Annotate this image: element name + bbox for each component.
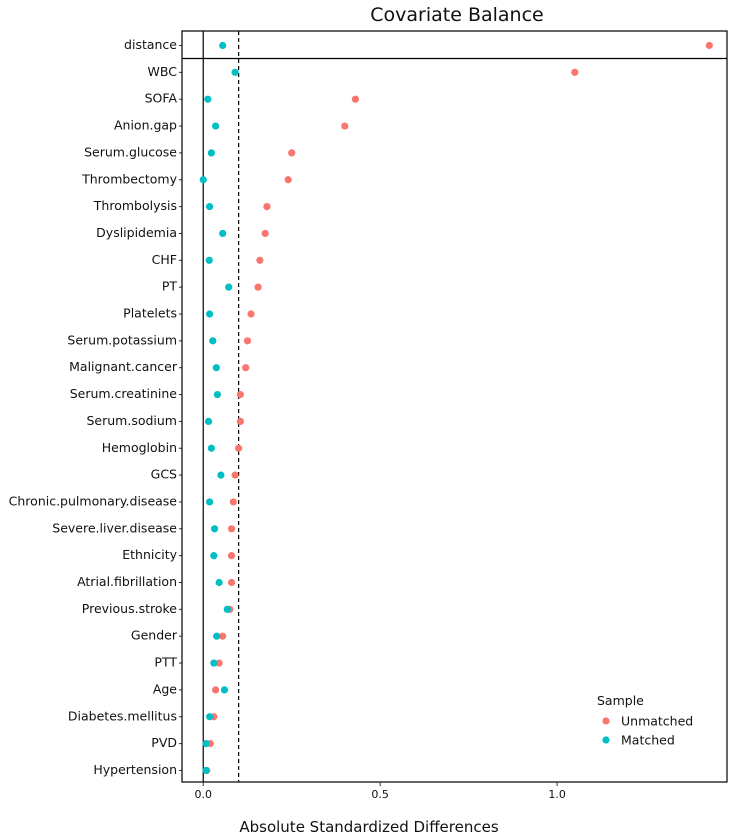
point-matched [223, 605, 231, 613]
point-matched [213, 390, 221, 399]
x-axis-label: Absolute Standardized Differences [239, 818, 498, 836]
point-unmatched [261, 229, 269, 238]
point-unmatched [236, 417, 244, 425]
y-tick-label: Thrombectomy [81, 171, 177, 186]
point-matched [231, 68, 239, 76]
point-unmatched [229, 498, 237, 506]
x-tick-label: 0.5 [371, 788, 389, 801]
point-matched [206, 713, 214, 721]
plot-border [181, 30, 728, 783]
point-unmatched [242, 364, 250, 372]
legend-unmatched-marker [602, 717, 610, 725]
point-matched [207, 444, 215, 452]
y-tick-label: Anion.gap [114, 118, 177, 133]
point-unmatched [227, 578, 236, 587]
point-unmatched [256, 256, 264, 264]
point-matched [202, 766, 210, 775]
point-unmatched [227, 552, 236, 560]
reference-lines [182, 31, 727, 782]
y-tick-label: PT [162, 279, 178, 294]
legend: Sample Unmatched Matched [597, 693, 693, 748]
point-matched [204, 95, 212, 103]
y-tick-label: Dyslipidemia [96, 225, 177, 240]
point-unmatched [219, 632, 227, 640]
point-matched [210, 552, 218, 560]
point-unmatched [212, 686, 220, 694]
point-matched [210, 659, 218, 667]
point-unmatched [243, 337, 252, 345]
point-matched [206, 203, 214, 211]
x-tick-label: 0.0 [194, 788, 212, 801]
point-matched [205, 256, 213, 264]
point-unmatched [235, 444, 243, 452]
y-tick-label: Serum.glucose [84, 144, 177, 159]
y-tick-label: PVD [151, 735, 177, 750]
point-unmatched [288, 149, 296, 157]
point-matched [212, 364, 220, 372]
y-tick-label: Ethnicity [122, 547, 177, 562]
y-tick-label: Previous.stroke [82, 601, 178, 616]
y-tick-label: Hemoglobin [102, 440, 177, 455]
legend-unmatched-label: Unmatched [621, 714, 693, 729]
point-unmatched [254, 283, 262, 291]
legend-matched-label: Matched [621, 733, 675, 748]
y-tick-label: Serum.creatinine [70, 386, 178, 401]
point-matched [204, 417, 213, 425]
y-tick-label: Severe.liver.disease [52, 520, 177, 535]
y-tick-label: CHF [152, 252, 177, 267]
point-unmatched [705, 41, 713, 50]
point-matched [217, 471, 225, 479]
legend-title: Sample [597, 693, 644, 708]
plot-frame [181, 30, 728, 783]
point-unmatched [227, 525, 236, 533]
point-unmatched [341, 122, 349, 130]
point-matched [207, 149, 215, 157]
point-unmatched [236, 390, 244, 399]
y-tick-label: Thrombolysis [93, 198, 177, 213]
x-axis: 0.0 0.5 1.0 [194, 782, 566, 801]
point-matched [215, 578, 223, 587]
y-tick-label: Age [153, 681, 177, 696]
y-tick-label: GCS [151, 467, 177, 482]
y-tick-label: PTT [154, 655, 177, 670]
point-matched [213, 632, 221, 640]
point-matched [212, 122, 220, 130]
y-tick-label: Diabetes.mellitus [68, 708, 177, 723]
point-unmatched [215, 659, 223, 667]
point-unmatched [231, 471, 239, 479]
point-matched [202, 740, 210, 748]
point-unmatched [571, 68, 579, 76]
y-tick-label: Hypertension [93, 762, 177, 777]
point-unmatched [263, 203, 271, 211]
point-matched [206, 310, 214, 318]
y-axis-labels: distance WBC SOFA Anion.gap Serum.glucose Thr… [9, 37, 178, 777]
point-matched [206, 498, 214, 506]
point-unmatched [247, 310, 255, 318]
data-points [199, 41, 713, 775]
y-tick-label: Chronic.pulmonary.disease [9, 493, 178, 508]
y-tick-label: distance [124, 37, 177, 52]
y-tick-label: Platelets [123, 306, 177, 321]
point-matched [219, 41, 227, 50]
y-tick-label: Gender [131, 628, 178, 643]
legend-matched-marker [602, 736, 610, 744]
point-matched [225, 283, 233, 291]
y-tick-label: SOFA [145, 91, 178, 106]
point-matched [219, 229, 227, 238]
y-tick-label: Serum.potassium [67, 332, 177, 347]
x-tick-label: 1.0 [548, 788, 566, 801]
y-tick-label: Atrial.fibrillation [77, 574, 177, 589]
point-matched [210, 525, 219, 533]
chart-title: Covariate Balance [370, 4, 543, 26]
y-tick-label: WBC [148, 64, 178, 79]
point-unmatched [351, 95, 360, 103]
y-tick-label: Serum.sodium [86, 413, 177, 428]
point-matched [220, 686, 229, 694]
point-unmatched [284, 176, 292, 184]
y-tick-label: Malignant.cancer [69, 359, 178, 374]
point-matched [209, 337, 217, 345]
point-matched [199, 176, 207, 184]
